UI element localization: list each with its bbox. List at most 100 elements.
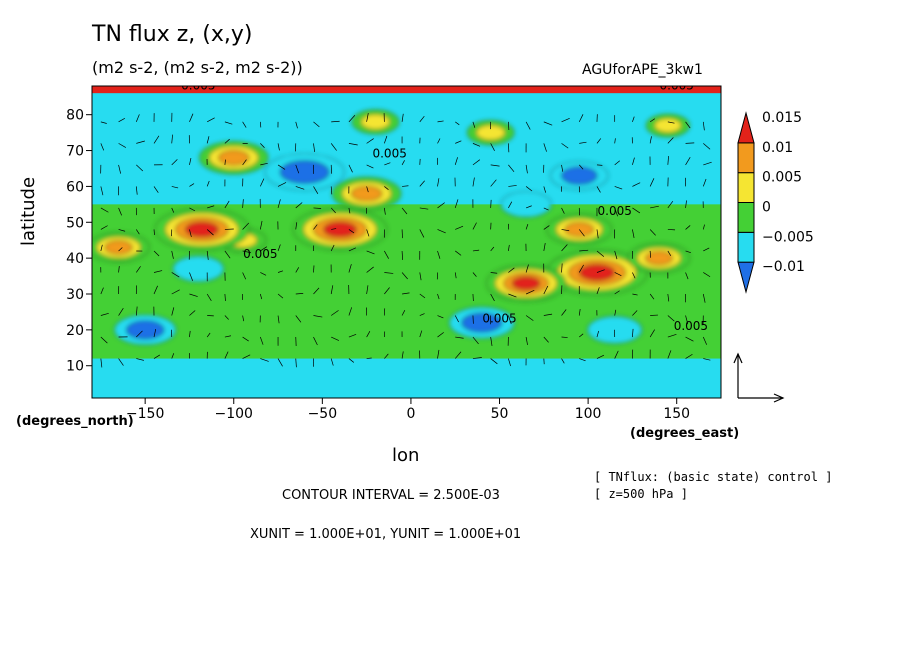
- flux-vector-2: [100, 312, 109, 316]
- x-tick-label-4: 50: [491, 406, 509, 422]
- flux-vector-87: [224, 293, 226, 302]
- flux-vector-162: [331, 228, 337, 230]
- flux-vector-102: [242, 222, 250, 230]
- flux-vector-161: [330, 244, 335, 252]
- field-blob-8-3: [511, 276, 541, 290]
- flux-vector-244: [454, 272, 457, 279]
- flux-vector-44: [153, 186, 159, 193]
- flux-vector-62: [189, 310, 196, 316]
- flux-vector-407: [685, 121, 691, 129]
- flux-vector-189: [366, 164, 374, 169]
- flux-vector-213: [401, 160, 405, 166]
- chart-subtitle: (m2 s-2, (m2 s-2, m2 s-2)): [92, 58, 303, 77]
- flux-vector-337: [596, 330, 599, 338]
- colorbar-swatch-3: [737, 172, 755, 204]
- flux-vector-148: [313, 265, 315, 273]
- flux-vector-398: [685, 315, 689, 325]
- flux-vector-371: [632, 116, 635, 122]
- field-blob-13-1: [461, 312, 503, 333]
- flux-vector-8: [100, 186, 104, 196]
- flux-vector-292: [525, 264, 529, 273]
- flux-vector-235: [437, 202, 445, 209]
- flux-vector-181: [366, 330, 371, 338]
- colorbar-swatch-1: [737, 231, 755, 263]
- flux-vector-10: [100, 143, 105, 151]
- chart-title: TN flux z, (x,y): [92, 22, 253, 47]
- flux-vector-199: [384, 207, 386, 215]
- flux-vector-234: [437, 229, 446, 234]
- flux-vector-207: [402, 292, 410, 295]
- flux-vector-23: [118, 117, 126, 123]
- flux-vector-37: [153, 329, 157, 338]
- flux-vector-179: [348, 115, 356, 123]
- flux-vector-53: [171, 250, 174, 259]
- flux-vector-202: [384, 135, 388, 144]
- x-tick-label-3: 0: [406, 406, 415, 422]
- run-name: AGUforAPE_3kw1: [582, 62, 703, 78]
- flux-vector-357: [614, 160, 620, 166]
- y-unit-label: (degrees_north): [16, 414, 134, 429]
- flux-vector-26: [135, 306, 138, 316]
- flux-vector-252: [472, 357, 482, 359]
- flux-vector-296: [525, 186, 533, 192]
- flux-vector-290: [525, 315, 534, 321]
- flux-vector-114: [259, 220, 263, 230]
- flux-vector-418: [703, 143, 711, 150]
- flux-vector-77: [206, 250, 209, 260]
- y-tick-label-5: 60: [66, 179, 84, 195]
- flux-vector-279: [508, 293, 517, 298]
- flux-vector-184: [366, 266, 374, 273]
- flux-vector-75: [206, 293, 212, 301]
- flux-vector-387: [667, 293, 670, 302]
- flux-vector-151: [313, 207, 322, 209]
- flux-vector-116: [260, 178, 265, 187]
- flux-vector-314: [561, 309, 567, 316]
- flux-vector-401: [685, 250, 691, 254]
- flux-vector-313: [561, 336, 568, 338]
- flux-vector-257: [472, 249, 480, 252]
- flux-vector-246: [455, 225, 464, 230]
- flux-vector-273: [490, 164, 500, 167]
- flux-vector-51: [171, 289, 180, 295]
- flux-vector-138: [295, 222, 298, 230]
- flux-vector-124: [277, 270, 284, 273]
- flux-vector-154: [313, 143, 315, 153]
- flux-vector-406: [685, 142, 695, 144]
- y-tick-label-3: 40: [66, 251, 84, 267]
- flux-vector-145: [313, 336, 318, 346]
- flux-vector-157: [331, 336, 340, 341]
- flux-vector-220: [419, 272, 422, 281]
- flux-vector-351: [614, 290, 620, 295]
- colorbar-label-0: −0.01: [762, 259, 805, 275]
- flux-vector-123: [277, 293, 284, 299]
- flux-vector-262: [472, 143, 481, 147]
- flux-vector-122: [277, 315, 280, 324]
- flux-vector-274: [490, 143, 495, 151]
- flux-vector-322: [561, 143, 569, 149]
- flux-vector-382: [649, 136, 652, 144]
- flux-vector-132: [295, 358, 297, 368]
- flux-vector-368: [632, 182, 641, 187]
- flux-vector-204: [401, 351, 404, 359]
- flux-vector-245: [455, 250, 462, 256]
- flux-vector-335: [578, 114, 584, 123]
- flux-vector-409: [702, 336, 708, 345]
- flux-vector-258: [472, 222, 477, 230]
- flux-vector-310: [543, 143, 547, 152]
- flux-vector-413: [703, 247, 710, 252]
- flux-vector-408: [703, 358, 711, 361]
- flux-vector-353: [614, 250, 618, 260]
- flux-vector-169: [348, 333, 357, 338]
- flux-vector-183: [366, 285, 369, 295]
- flux-vector-64: [189, 272, 194, 282]
- flux-vector-312: [561, 358, 565, 364]
- colorbar-swatch-4: [737, 142, 755, 174]
- colorbar-label-4: 0.01: [762, 140, 793, 156]
- flux-vector-134: [295, 315, 302, 323]
- flux-vector-190: [366, 138, 374, 144]
- flux-vector-18: [118, 229, 126, 232]
- flux-vector-263: [472, 121, 476, 128]
- flux-vector-28: [136, 266, 141, 273]
- flux-vector-294: [525, 223, 529, 230]
- flux-vector-283: [508, 201, 513, 209]
